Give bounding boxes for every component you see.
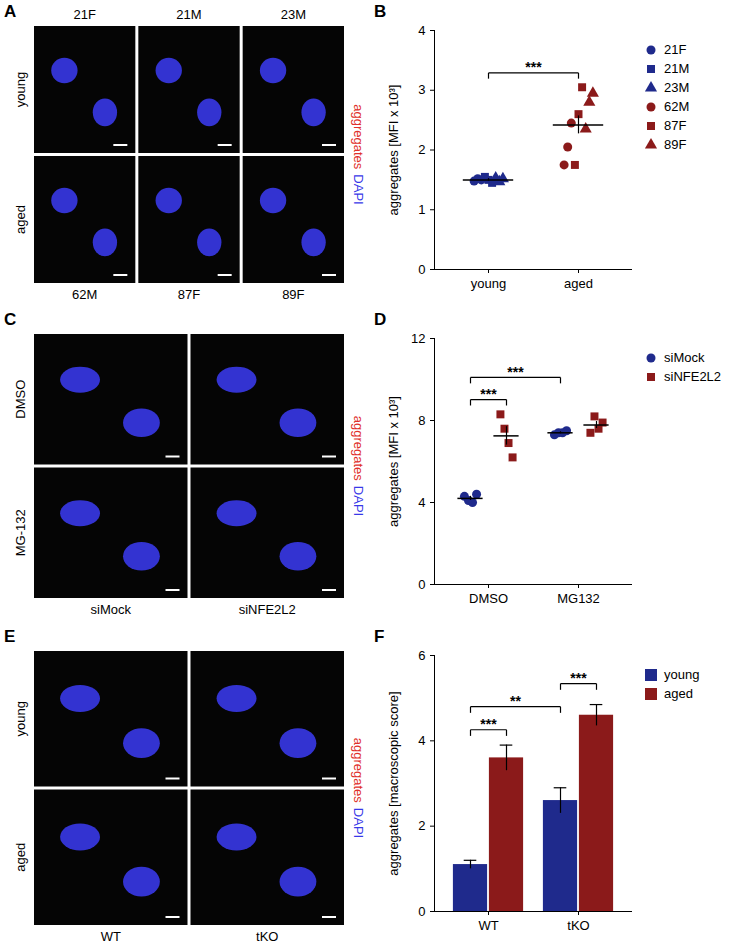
html-text:F: F <box>374 627 385 646</box>
svg-text:aggregates [macroscopic score]: aggregates [macroscopic score] <box>386 691 401 875</box>
svg-text:***: *** <box>480 716 497 732</box>
html-text:young: young <box>664 667 700 682</box>
svg-text:aged: aged <box>13 843 28 872</box>
svg-text:siMock: siMock <box>91 602 132 617</box>
svg-text:89F: 89F <box>282 287 304 302</box>
svg-text:***: *** <box>507 364 524 380</box>
svg-text:4: 4 <box>418 495 425 510</box>
svg-text:MG132: MG132 <box>557 591 600 606</box>
svg-text:aggregates [MFI x 10³]: aggregates [MFI x 10³] <box>386 85 401 216</box>
svg-text:siNFE2L2: siNFE2L2 <box>239 602 296 617</box>
html-text:21M: 21M <box>664 61 690 76</box>
svg-text:12: 12 <box>411 331 425 346</box>
svg-text:**: ** <box>510 693 521 709</box>
svg-text:6: 6 <box>418 648 425 663</box>
svg-text:2: 2 <box>418 142 425 157</box>
html-text:B: B <box>374 2 387 21</box>
svg-text:tKO: tKO <box>256 929 278 944</box>
html-text:siNFE2L2: siNFE2L2 <box>664 369 722 384</box>
svg-text:aged: aged <box>564 276 593 291</box>
svg-text:8: 8 <box>418 413 425 428</box>
svg-text:aggregates [MFI x 10³]: aggregates [MFI x 10³] <box>386 396 401 527</box>
svg-text:0: 0 <box>418 262 425 277</box>
svg-text:23M: 23M <box>281 7 306 22</box>
svg-text:87F: 87F <box>178 287 200 302</box>
svg-text:aggregatesDAPI: aggregatesDAPI <box>351 738 366 838</box>
svg-text:0: 0 <box>418 577 425 592</box>
svg-text:4: 4 <box>418 23 425 38</box>
svg-text:young: young <box>13 701 28 736</box>
svg-text:DMSO: DMSO <box>13 380 28 419</box>
svg-text:3: 3 <box>418 82 425 97</box>
svg-text:tKO: tKO <box>567 918 589 933</box>
html-text:siMock: siMock <box>664 350 705 365</box>
svg-text:WT: WT <box>101 929 121 944</box>
svg-text:62M: 62M <box>72 287 97 302</box>
svg-text:aged: aged <box>13 205 28 234</box>
svg-text:0: 0 <box>418 904 425 919</box>
html-text:87F: 87F <box>664 118 687 133</box>
svg-text:***: *** <box>570 670 587 686</box>
svg-text:DMSO: DMSO <box>469 591 508 606</box>
svg-text:young: young <box>13 72 28 107</box>
html-text:89F: 89F <box>664 137 687 152</box>
svg-text:aggregatesDAPI: aggregatesDAPI <box>351 104 366 204</box>
svg-text:1: 1 <box>418 202 425 217</box>
svg-text:4: 4 <box>418 733 425 748</box>
html-text:A: A <box>4 2 17 21</box>
html-text:21F: 21F <box>664 42 687 57</box>
svg-text:***: *** <box>480 386 497 402</box>
html-text:aged: aged <box>664 686 693 701</box>
svg-text:***: *** <box>525 59 542 75</box>
svg-text:WT: WT <box>478 918 498 933</box>
html-text:C: C <box>4 310 17 329</box>
svg-text:21M: 21M <box>176 7 201 22</box>
svg-text:aggregatesDAPI: aggregatesDAPI <box>351 416 366 516</box>
svg-text:2: 2 <box>418 818 425 833</box>
html-text:62M: 62M <box>664 99 690 114</box>
html-text:D: D <box>374 310 387 329</box>
svg-text:21F: 21F <box>73 7 95 22</box>
svg-text:young: young <box>471 276 506 291</box>
html-text:23M: 23M <box>664 80 690 95</box>
svg-text:MG-132: MG-132 <box>13 509 28 556</box>
html-text:E: E <box>4 627 16 646</box>
